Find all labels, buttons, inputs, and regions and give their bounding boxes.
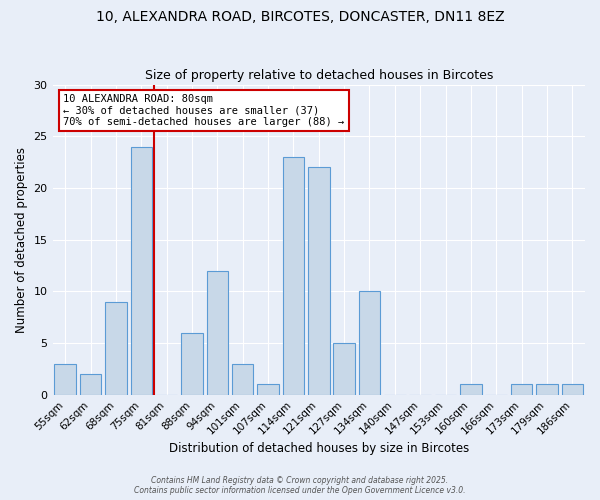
Bar <box>562 384 583 394</box>
Bar <box>232 364 253 394</box>
Bar <box>334 343 355 394</box>
Text: 10, ALEXANDRA ROAD, BIRCOTES, DONCASTER, DN11 8EZ: 10, ALEXANDRA ROAD, BIRCOTES, DONCASTER,… <box>95 10 505 24</box>
Text: Contains HM Land Registry data © Crown copyright and database right 2025.
Contai: Contains HM Land Registry data © Crown c… <box>134 476 466 495</box>
Bar <box>131 146 152 394</box>
Bar <box>308 168 329 394</box>
Title: Size of property relative to detached houses in Bircotes: Size of property relative to detached ho… <box>145 69 493 82</box>
Y-axis label: Number of detached properties: Number of detached properties <box>15 146 28 332</box>
Bar <box>105 302 127 394</box>
Bar <box>257 384 279 394</box>
Bar <box>283 157 304 394</box>
Text: 10 ALEXANDRA ROAD: 80sqm
← 30% of detached houses are smaller (37)
70% of semi-d: 10 ALEXANDRA ROAD: 80sqm ← 30% of detach… <box>63 94 344 127</box>
Bar <box>55 364 76 394</box>
Bar <box>80 374 101 394</box>
Bar <box>511 384 532 394</box>
Bar <box>206 270 228 394</box>
X-axis label: Distribution of detached houses by size in Bircotes: Distribution of detached houses by size … <box>169 442 469 455</box>
Bar <box>181 332 203 394</box>
Bar <box>359 292 380 395</box>
Bar <box>536 384 558 394</box>
Bar <box>460 384 482 394</box>
